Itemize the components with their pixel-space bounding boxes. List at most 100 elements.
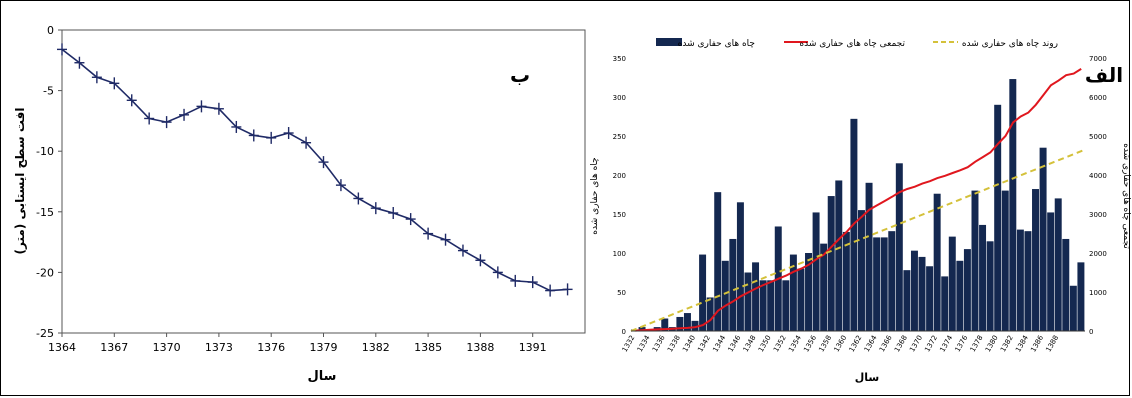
drawdown-point [109,77,120,90]
right-bar-chart: چاه های حفاری شده تجمعی چاه های حفاری شد… [590,38,1131,384]
right-left-y-tick-label: 200 [613,172,626,180]
wells-bar [971,190,979,331]
wells-bar [979,224,987,331]
right-x-tick-label: 1362 [848,334,864,353]
drawdown-point [318,156,329,169]
left-y-tick-label: -10 [36,145,54,158]
drawdown-point [231,120,242,133]
wells-bar [1009,79,1017,331]
drawdown-point [457,244,468,257]
right-left-y-tick-label: 350 [613,55,626,63]
right-x-tick-label: 1354 [787,334,803,354]
wells-bar [865,182,873,331]
drawdown-point [475,254,486,267]
wells-bar [842,231,850,331]
right-right-y-tick-label: 2000 [1089,250,1107,258]
wells-bar [676,316,684,331]
wells-bar [948,236,956,331]
left-x-tick-label: 1367 [100,341,128,354]
left-x-tick-label: 1391 [519,341,547,354]
right-right-y-axis: 0 1000 2000 3000 4000 5000 6000 7000 [1089,55,1107,336]
drawdown-point [423,227,434,240]
right-x-tick-label: 1348 [742,334,758,353]
wells-bar [835,180,843,331]
right-x-axis-title: سال [855,371,880,384]
drawdown-point [562,283,573,296]
wells-bar [858,210,865,331]
wells-bar [638,327,646,331]
drawdown-point [492,266,503,279]
right-x-tick-label: 1384 [1014,334,1030,354]
right-right-y-tick-label: 6000 [1089,94,1107,102]
right-x-tick-label: 1360 [833,334,849,353]
right-right-y-axis-title: تجمعی چاه های حفاری شده [1121,143,1131,249]
drawdown-point [283,127,294,140]
drawdown-point [545,284,556,297]
right-x-tick-label: 1366 [878,333,894,353]
left-x-tick-label: 1376 [257,341,285,354]
right-x-tick-label: 1370 [908,334,924,353]
wells-bar [903,270,911,331]
legend-label-trend: روند چاه های حفاری شده [962,39,1058,49]
wells-bar [706,297,714,331]
wells-bar [918,256,926,331]
panel-letter-alef: الف [1085,63,1123,87]
left-x-tick-label: 1388 [466,341,494,354]
wells-bar [752,262,760,331]
left-y-axis-title: افت سطح ایستابی (متر) [13,108,27,255]
right-x-tick-label: 1338 [666,334,682,353]
wells-bar [661,318,669,331]
left-x-tick-label: 1370 [153,341,181,354]
right-x-tick-label: 1332 [621,334,637,353]
drawdown-point [301,136,312,149]
right-x-tick-label: 1358 [817,334,833,353]
right-chart-legend: چاه های حفاری شده تجمعی چاه های حفاری شد… [656,38,1058,49]
wells-bar [721,260,729,331]
wells-bar [895,163,903,331]
trend-line [630,148,1086,332]
left-x-tick-label: 1379 [310,341,338,354]
left-y-tick-label: -25 [36,327,54,340]
left-x-axis: 1364 1367 1370 1373 1376 1379 1382 1385 1388 1391 [48,333,547,354]
left-x-tick-label: 1385 [414,341,442,354]
right-left-y-tick-label: 0 [622,328,626,336]
wells-bar [1054,198,1062,331]
left-x-axis-title: سال [308,369,337,384]
right-left-y-tick-label: 250 [613,133,626,141]
right-right-y-tick-label: 0 [1089,328,1093,336]
wells-bar [956,260,964,331]
cumulative-line [634,68,1082,332]
drawdown-point [370,202,381,215]
drawdown-point [74,56,85,69]
drawdown-point [248,129,259,142]
right-x-tick-label: 1364 [863,334,879,354]
wells-bar [1024,231,1032,331]
wells-bar [744,272,752,331]
left-y-axis: 0 -5 -10 -15 -20 -25 [36,24,62,340]
right-x-tick-label: 1346 [727,334,743,354]
right-x-tick-label: 1350 [757,334,773,353]
left-x-tick-label: 1364 [48,341,76,354]
wells-bar [759,280,767,331]
drawdown-markers [57,43,573,297]
wells-bars [631,79,1085,331]
wells-bar [1047,212,1055,331]
right-left-y-axis-title: چاه های حفاری شده [590,157,600,234]
drawdown-point [57,43,67,56]
wells-bar [933,193,941,331]
wells-bar [736,202,744,331]
wells-bar [797,268,805,331]
wells-bar [699,254,707,331]
wells-bar [888,231,896,331]
wells-bar [926,266,934,331]
right-x-tick-label: 1336 [651,333,667,353]
drawdown-point [144,112,155,125]
wells-bar [729,238,737,331]
wells-bar [805,253,812,331]
right-x-tick-label: 1352 [772,334,788,353]
wells-bar [1016,229,1024,331]
right-x-tick-label: 1380 [984,334,1000,353]
left-y-tick-label: 0 [47,24,54,37]
